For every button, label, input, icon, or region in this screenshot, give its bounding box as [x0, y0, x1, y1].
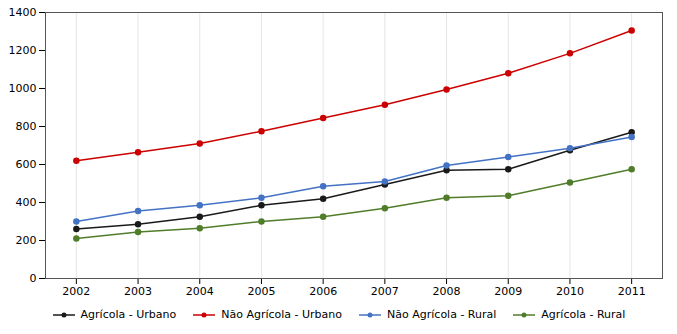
- html-text:Agrícola - Rural: Agrícola - Rural: [541, 308, 626, 321]
- svg-text:800: 800: [16, 120, 37, 133]
- svg-text:1200: 1200: [9, 44, 37, 57]
- svg-text:600: 600: [16, 158, 37, 171]
- svg-text:2011: 2011: [618, 285, 646, 298]
- html-text:Não Agrícola - Rural: Não Agrícola - Rural: [387, 308, 497, 321]
- svg-text:2010: 2010: [556, 285, 584, 298]
- svg-text:400: 400: [16, 196, 37, 209]
- svg-text:2005: 2005: [247, 285, 275, 298]
- svg-text:2002: 2002: [62, 285, 90, 298]
- svg-text:200: 200: [16, 234, 37, 247]
- svg-text:2009: 2009: [494, 285, 522, 298]
- svg-text:2003: 2003: [124, 285, 152, 298]
- html-text:Não Agrícola - Urbano: Não Agrícola - Urbano: [221, 308, 342, 321]
- svg-text:1000: 1000: [9, 82, 37, 95]
- svg-text:0: 0: [30, 272, 37, 285]
- svg-text:2007: 2007: [371, 285, 399, 298]
- html-text:Agrícola - Urbano: Agrícola - Urbano: [80, 308, 177, 321]
- svg-text:1400: 1400: [9, 6, 37, 19]
- svg-text:2004: 2004: [186, 285, 214, 298]
- svg-text:2008: 2008: [433, 285, 461, 298]
- svg-text:2006: 2006: [309, 285, 337, 298]
